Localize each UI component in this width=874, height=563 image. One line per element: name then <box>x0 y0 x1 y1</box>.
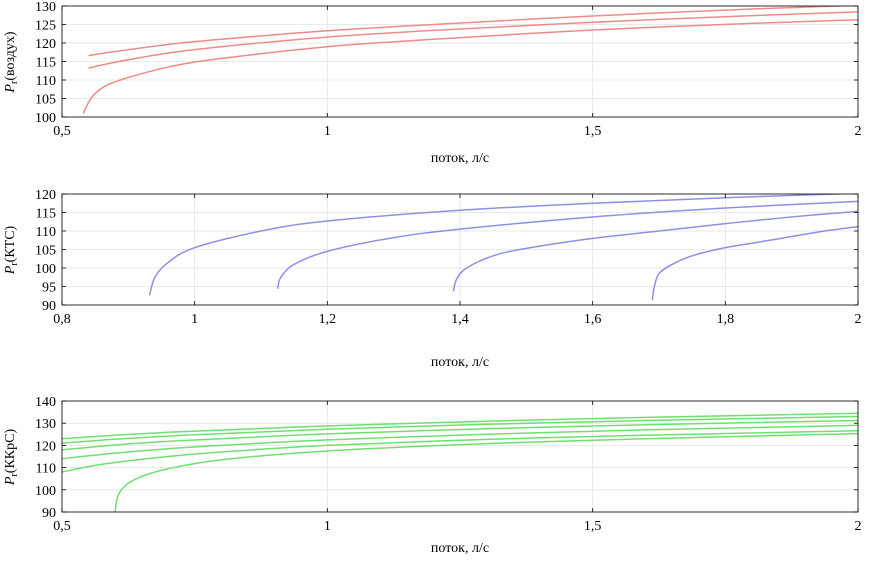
y-tick-label: 120 <box>35 439 56 454</box>
chart-panel-1: 0,5 1 1,5 2 100 105 110 115 120 125 130 поток, л/с P… <box>3 0 862 166</box>
series-group <box>148 194 858 301</box>
series-line-1 <box>114 432 858 512</box>
series-line-2 <box>62 430 858 473</box>
y-tick-label: 115 <box>36 207 56 222</box>
y-tick-label: 100 <box>35 484 56 499</box>
y-tick-label: 125 <box>35 19 56 34</box>
x-tick-label: 2 <box>855 519 862 534</box>
y-tick-label: 110 <box>36 74 56 89</box>
plot-frame <box>61 400 859 513</box>
x-tick-label: 1,6 <box>584 312 602 327</box>
series-line-4 <box>651 225 858 301</box>
x-tick-label: 1,2 <box>319 312 337 327</box>
series-line-2 <box>276 200 858 289</box>
series-group <box>62 412 858 512</box>
y-tick-label: 130 <box>35 417 56 432</box>
y-tick-label: 105 <box>35 244 56 259</box>
y-tick-label: 140 <box>35 395 56 410</box>
x-tick-label: 1,5 <box>584 519 602 534</box>
series-line-5 <box>62 415 858 444</box>
series-line-6 <box>62 412 858 440</box>
series-line-3 <box>452 210 858 292</box>
x-tick-label: 2 <box>855 124 862 139</box>
y-tick-label: 95 <box>42 281 56 296</box>
series-line-1 <box>148 194 858 296</box>
y-tick-label: 100 <box>35 262 56 277</box>
y-tick-label: 90 <box>42 299 56 314</box>
y-axis-label: Pr(воздух) <box>3 31 20 93</box>
y-axis-label: Pr(КТС) <box>3 225 20 275</box>
y-tick-label: 105 <box>35 93 56 108</box>
x-tick-label: 2 <box>855 312 862 327</box>
y-tick-label: 90 <box>42 506 56 521</box>
x-tick-label: 0,8 <box>53 312 71 327</box>
series-line-2 <box>88 11 858 69</box>
chart-panel-3: 0,5 1 1,5 2 90 100 110 120 130 140 поток, л/с Pr(КК… <box>3 395 862 556</box>
x-tick-label: 1 <box>324 519 331 534</box>
x-tick-label: 0,5 <box>53 519 71 534</box>
y-tick-label: 115 <box>36 56 56 71</box>
x-axis-label: поток, л/с <box>431 355 489 370</box>
series-line-4 <box>62 419 858 451</box>
y-tick-label: 120 <box>35 37 56 52</box>
x-tick-label: 1 <box>191 312 198 327</box>
chart-panel-2: 0,8 1 1,2 1,4 1,6 1,8 2 90 95 100 105 110 115 120 пото… <box>3 188 862 370</box>
y-tick-label: 110 <box>36 225 56 240</box>
y-axis-label: Pr(ККрС) <box>3 429 20 487</box>
x-tick-label: 0,5 <box>53 124 71 139</box>
x-tick-label: 1,4 <box>451 312 469 327</box>
x-axis-label: поток, л/с <box>431 541 489 556</box>
y-tick-label: 130 <box>35 0 56 15</box>
series-group <box>82 6 858 114</box>
y-tick-label: 110 <box>36 462 56 477</box>
x-axis-label: поток, л/с <box>431 151 489 166</box>
y-tick-label: 100 <box>35 111 56 126</box>
x-tick-label: 1,5 <box>584 124 602 139</box>
series-line-3 <box>62 424 858 460</box>
y-tick-label: 120 <box>35 188 56 203</box>
series-line-3 <box>88 6 858 57</box>
x-tick-label: 1,8 <box>717 312 735 327</box>
x-tick-label: 1 <box>324 124 331 139</box>
series-line-1 <box>82 18 858 114</box>
